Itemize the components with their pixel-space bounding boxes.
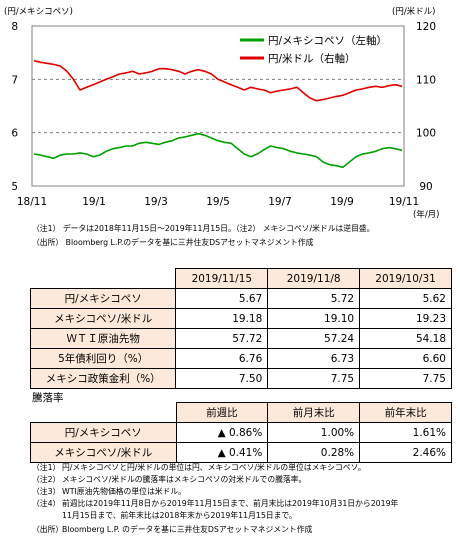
table-cell: 5.67 — [175, 288, 269, 309]
right-axis-label: (円/米ドル) — [392, 6, 436, 17]
table-row: メキシコペソ/米ドル ▲ 0.41% 0.28% 2.46% — [30, 442, 452, 463]
table-header-date: 2019/10/31 — [359, 268, 452, 289]
legend-label-usd: 円/米ドル（右軸） — [268, 52, 356, 65]
table-header-date: 2019/11/8 — [267, 268, 361, 289]
table-cell: 57.72 — [175, 328, 269, 349]
table-cell: 6.73 — [267, 348, 361, 369]
table-cell: 54.18 — [359, 328, 452, 349]
right-tick-label: 100 — [416, 128, 436, 140]
right-tick-label: 120 — [416, 21, 436, 33]
table-cell: 6.60 — [359, 348, 452, 369]
table-row: 5年債利回り（%） 6.76 6.73 6.60 — [29, 348, 452, 369]
table-cell: 5.62 — [359, 288, 452, 309]
x-tick-label: 19/3 — [144, 196, 168, 208]
chart-note-1: （注1） データは2018年11月15日～2019年11月15日。（注2） メキ… — [32, 224, 375, 233]
rates-header: 前週比 — [175, 402, 269, 423]
table-cell: 1.00% — [267, 422, 361, 443]
series-line-mxn — [33, 132, 403, 169]
footnote: （注3） WTI原油先物価格の単位は米ドル。 — [32, 487, 186, 496]
table-cell: ▲ 0.86% — [175, 422, 269, 443]
x-tick-label: 18/11 — [17, 196, 47, 208]
rates-header: 前年末比 — [359, 402, 452, 423]
footnote: 11月15日まで、前年末比は2018年末から2019年11月15日まで。 — [62, 511, 297, 520]
row-label: 円/メキシコペソ — [30, 422, 177, 443]
rates-header: 前月末比 — [267, 402, 361, 423]
left-tick-label: 8 — [11, 21, 18, 33]
table-cell: ▲ 0.41% — [175, 442, 269, 463]
rates-table: 前週比 前月末比 前年末比 円/メキシコペソ ▲ 0.86% 1.00% 1.6… — [30, 402, 452, 463]
table-cell: 0.28% — [267, 442, 361, 463]
table-cell: 7.75 — [267, 368, 361, 389]
table-cell: 19.23 — [359, 308, 452, 329]
footnote: （注2） メキシコペソ/米ドルの騰落率はメキシコペソの対米ドルでの騰落率。 — [32, 475, 307, 484]
chart-legend: 円/メキシコペソ（左軸） 円/米ドル（右軸） — [240, 34, 387, 65]
footnote: （注1） 円/メキシコペソと円/米ドルの単位は円、メキシコペソ/米ドルの単位はメキ… — [32, 463, 366, 472]
row-label: 円/メキシコペソ — [29, 288, 177, 309]
chart-note-source: （出所） Bloomberg L.P.のデータを基に三井住友DSアセットマネジメ… — [32, 238, 314, 247]
table-cell: 7.50 — [175, 368, 269, 389]
table-cell: 19.18 — [175, 308, 269, 329]
row-label: メキシコペソ/米ドル — [29, 308, 177, 329]
row-label: 5年債利回り（%） — [29, 348, 177, 369]
x-tick-label: 19/7 — [268, 196, 292, 208]
right-tick-label: 90 — [419, 181, 432, 193]
x-tick-label: 19/5 — [206, 196, 230, 208]
x-unit-label: (年/月) — [413, 209, 440, 220]
left-tick-label: 6 — [11, 128, 18, 140]
row-label: ＷＴＩ原油先物 — [29, 328, 177, 349]
table-row: 円/メキシコペソ ▲ 0.86% 1.00% 1.61% — [30, 422, 452, 443]
table-cell: 6.76 — [175, 348, 269, 369]
left-axis-label: (円/メキシコペソ) — [4, 7, 73, 17]
rates-header-row: 前週比 前月末比 前年末比 — [30, 402, 452, 423]
table-cell: 2.46% — [359, 442, 452, 463]
table-header-corner — [30, 268, 177, 289]
table-cell: 19.10 — [267, 308, 361, 329]
left-tick-label: 5 — [11, 181, 18, 193]
series-line-usd — [33, 59, 403, 102]
rates-header-corner — [30, 402, 177, 423]
table-header-date: 2019/11/15 — [175, 268, 269, 289]
footnote: （出所）Bloomberg L.P. のデータを基に三井住友DSアセットマネジメ… — [32, 525, 313, 534]
right-tick-label: 110 — [416, 74, 436, 86]
left-tick-label: 7 — [11, 74, 18, 86]
table-cell: 5.72 — [267, 288, 361, 309]
table-cell: 1.61% — [359, 422, 452, 443]
table-cell: 57.24 — [267, 328, 361, 349]
legend-label-mxn: 円/メキシコペソ（左軸） — [268, 34, 387, 47]
x-tick-label: 19/1 — [82, 196, 106, 208]
row-label: メキシコペソ/米ドル — [30, 442, 177, 463]
table-row: メキシコ政策金利（%） 7.50 7.75 7.75 — [29, 368, 452, 389]
row-label: メキシコ政策金利（%） — [29, 368, 177, 389]
table-row: ＷＴＩ原油先物 57.72 57.24 54.18 — [29, 328, 452, 349]
table-cell: 7.75 — [359, 368, 452, 389]
table-header-row: 2019/11/15 2019/11/8 2019/10/31 — [30, 268, 452, 289]
x-tick-label: 19/11 — [389, 196, 419, 208]
footnote: （注4） 前週比は2019年11月8日から2019年11月15日まで、前月末比は2… — [32, 499, 399, 508]
table-row: 円/メキシコペソ 5.67 5.72 5.62 — [29, 288, 452, 309]
rates-section-label: 騰落率 — [32, 392, 64, 404]
table-row: メキシコペソ/米ドル 19.18 19.10 19.23 — [29, 308, 452, 329]
market-data-table: 2019/11/15 2019/11/8 2019/10/31 円/メキシコペソ… — [29, 268, 452, 389]
fx-line-chart: 5 6 7 8 90 100 110 120 18/11 19/1 19/3 19/5 19/7 19/9… — [4, 6, 440, 220]
x-tick-label: 19/9 — [330, 196, 354, 208]
plot-area — [31, 25, 405, 187]
